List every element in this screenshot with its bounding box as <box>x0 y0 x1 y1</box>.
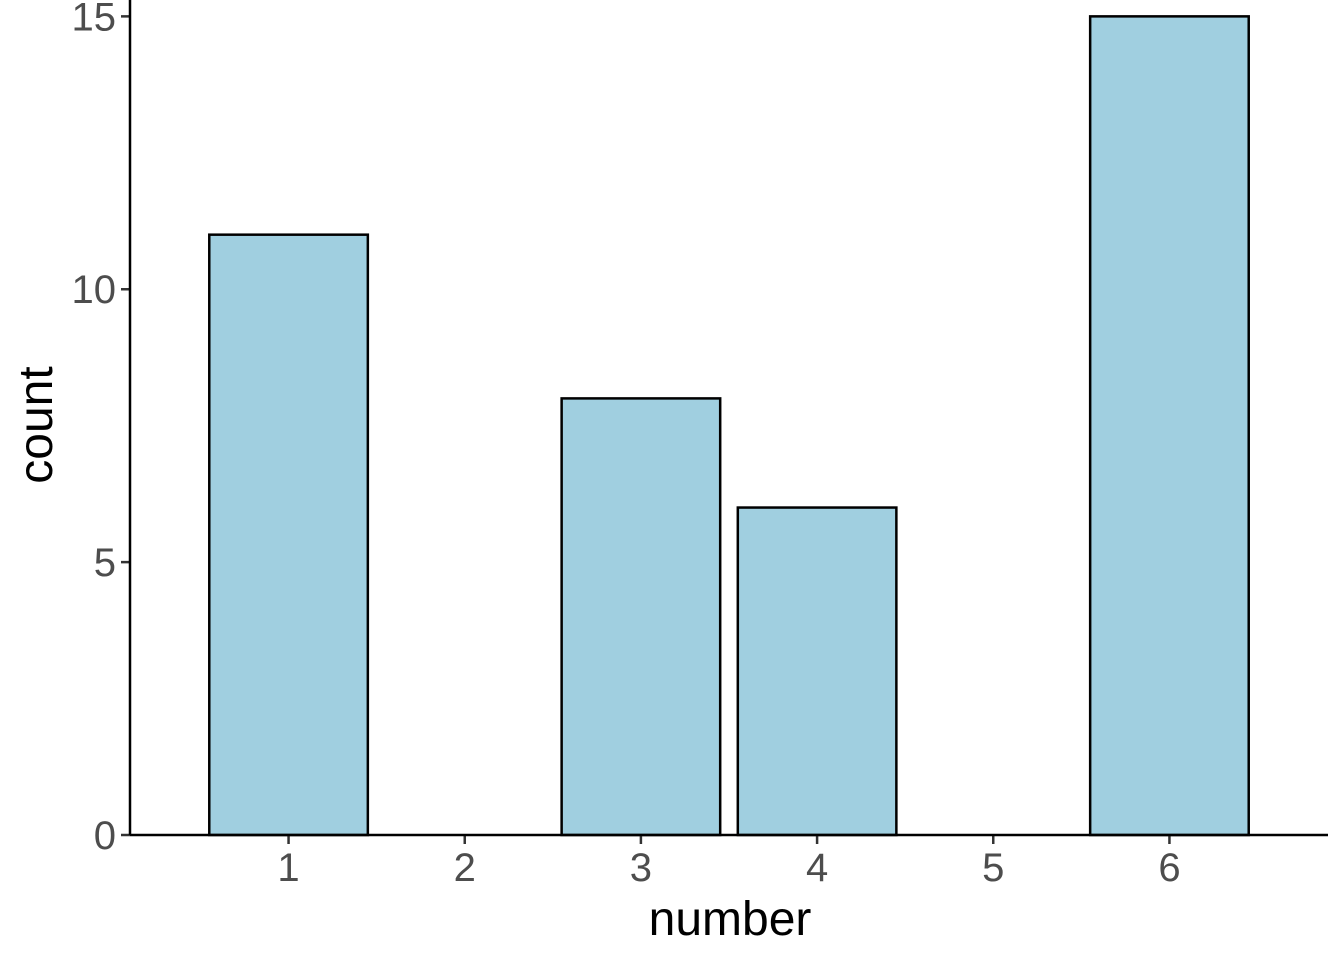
y-tick-label: 5 <box>94 541 116 585</box>
x-tick-label: 4 <box>806 846 828 890</box>
bar <box>736 506 898 837</box>
y-tick-label: 10 <box>72 268 117 312</box>
y-tick-label: 15 <box>72 0 117 39</box>
x-tick-label: 6 <box>1158 846 1180 890</box>
bar <box>1088 15 1250 837</box>
y-tick-label: 0 <box>94 814 116 858</box>
x-tick-label: 1 <box>277 846 299 890</box>
bar <box>560 397 722 837</box>
y-axis-title: count <box>10 366 63 483</box>
x-axis-title: number <box>649 893 812 946</box>
x-tick-label: 5 <box>982 846 1004 890</box>
bar <box>208 233 370 837</box>
x-tick-label: 3 <box>630 846 652 890</box>
x-tick-label: 2 <box>454 846 476 890</box>
